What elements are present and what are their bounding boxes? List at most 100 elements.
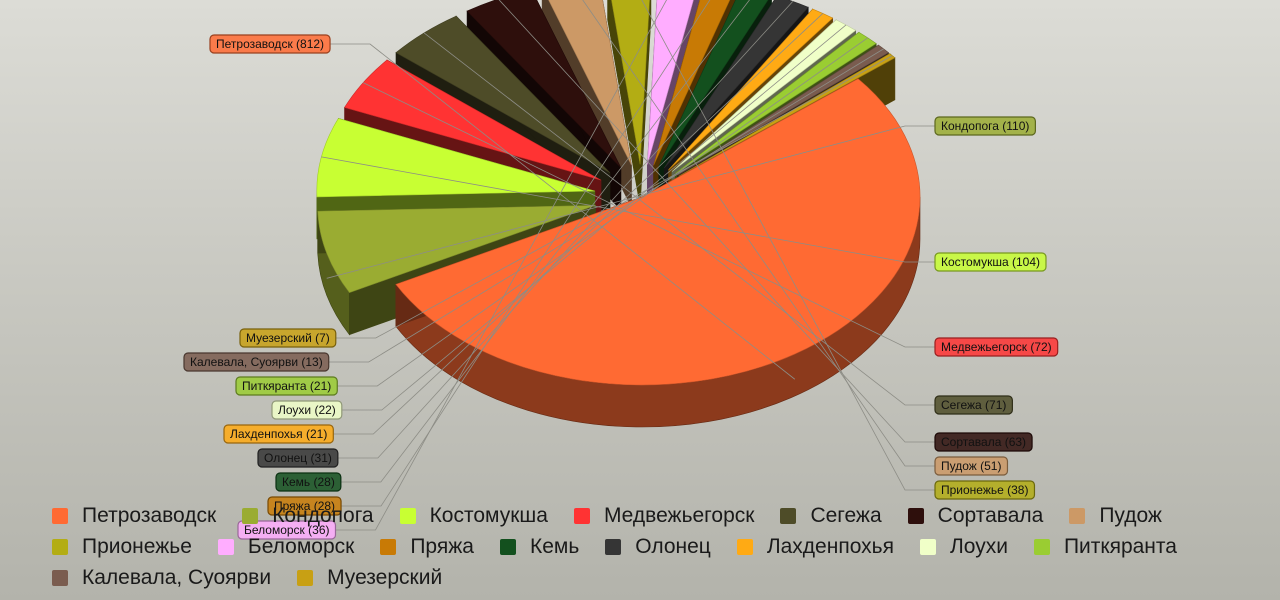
legend-label: Костомукша (429, 503, 548, 527)
legend-label: Кондопога (272, 503, 374, 527)
leader-line (326, 125, 935, 279)
slice-label: Пудож (51) (934, 456, 1009, 476)
slice-label-text: Медвежьегорск (72) (941, 340, 1052, 354)
pie-slice-top (395, 78, 921, 386)
slice-label: Калевала, Суоярви (13) (183, 352, 330, 372)
legend-swatch (1033, 538, 1050, 555)
legend-item: Медвежьегорск (573, 500, 755, 531)
slice-label-box (934, 337, 1059, 357)
legend-item: Сортавала (907, 500, 1044, 531)
pie-slice-top (671, 19, 857, 172)
leader-line (335, 0, 667, 531)
legend-item: Муезерский (297, 562, 442, 593)
pie-slice-top (647, 0, 694, 165)
legend-swatch (907, 507, 924, 524)
slice-label-box (257, 448, 339, 468)
legend-swatch (1069, 507, 1086, 524)
legend-label: Беломорск (247, 534, 355, 558)
slice-label: Беломорск (36) (237, 520, 337, 540)
legend-swatch (780, 507, 797, 524)
slice-label-box (209, 34, 331, 54)
legend-label: Сегежа (810, 503, 882, 527)
slice-label-box (934, 456, 1009, 476)
leader-line (321, 156, 935, 263)
legend-label: Сортавала (937, 503, 1044, 527)
legend-swatch (736, 538, 753, 555)
legend-swatch (52, 538, 68, 555)
slice-label-text: Сортавала (63) (941, 435, 1026, 449)
leader-line (340, 0, 750, 483)
legend-swatch (399, 507, 416, 524)
legend-item: Сегежа (780, 500, 882, 531)
slice-label-text: Пудож (51) (941, 459, 1001, 473)
slice-label-text: Петрозаводск (812) (216, 37, 324, 51)
pie-slice-top (548, 0, 632, 166)
leader-line (337, 1, 794, 459)
legend-label: Пудож (1099, 503, 1162, 527)
slice-label-box (223, 424, 334, 444)
pie-slice-top (658, 0, 769, 167)
leader-line (498, 0, 935, 443)
slice-label-box (934, 116, 1036, 136)
slice-label: Питкяранта (21) (235, 376, 338, 396)
legend-item: Калевала, Суоярви (52, 562, 271, 593)
slice-label: Кондопога (110) (934, 116, 1036, 136)
legend-item: Костомукша (399, 500, 548, 531)
leader-line (341, 24, 847, 411)
slice-label: Сегежа (71) (934, 395, 1013, 415)
slice-label: Кемь (28) (275, 472, 342, 492)
slice-label-text: Лахденпохья (21) (230, 427, 327, 441)
leader-line (333, 13, 824, 435)
legend-label: Олонец (635, 534, 711, 558)
legend-swatch (499, 538, 516, 555)
legend-swatch (297, 569, 314, 586)
slice-label: Петрозаводск (812) (209, 34, 331, 54)
slice-label-text: Костомукша (104) (941, 255, 1040, 269)
pie-slice (607, 0, 652, 207)
legend-swatch (380, 538, 397, 555)
slice-label-text: Калевала, Суоярви (13) (190, 355, 323, 369)
legend-item: Пряжа (380, 531, 474, 562)
slice-label: Олонец (31) (257, 448, 339, 468)
legend-label: Петрозаводск (82, 503, 217, 527)
legend-swatch (52, 507, 68, 524)
pie-slice-top (317, 205, 596, 294)
leader-line (582, 0, 935, 467)
slice-label-box (275, 472, 342, 492)
pie-slice-top (611, 0, 650, 165)
slice-label-text: Пряжа (28) (274, 499, 335, 513)
leader-line (335, 55, 893, 339)
legend-label: Питкяранта (1063, 534, 1177, 558)
legend-label: Кемь (529, 534, 580, 558)
pie-slice-top (653, 0, 731, 166)
legend-item: Лахденпохья (736, 531, 894, 562)
legend-swatch (605, 538, 622, 555)
slice-label: Муезерский (7) (239, 328, 337, 348)
slice-label-text: Прионежье (38) (941, 483, 1028, 497)
legend-label: Пряжа (410, 534, 474, 558)
leader-line (363, 82, 935, 348)
slice-label-box (934, 480, 1036, 500)
legend-item: Лоухи (919, 531, 1008, 562)
legend-item: Олонец (605, 531, 711, 562)
slice-label-text: Сегежа (71) (941, 398, 1006, 412)
legend-swatch (919, 538, 936, 555)
slice-label-box (267, 496, 342, 516)
pie-slice-top (466, 0, 622, 168)
slice-label-box (239, 328, 337, 348)
leader-line (341, 0, 711, 507)
slice-label: Сортавала (63) (934, 432, 1033, 452)
slice-label-box (934, 395, 1013, 415)
legend-swatch (242, 507, 259, 524)
legend-label: Лоухи (949, 534, 1008, 558)
legend-label: Медвежьегорск (603, 503, 755, 527)
slice-label-text: Муезерский (7) (246, 331, 330, 345)
legend-item: Беломорск (217, 531, 355, 562)
slice-label-text: Питкяранта (21) (242, 379, 331, 393)
slice-label: Костомукша (104) (934, 252, 1047, 272)
slice-label: Медвежьегорск (72) (934, 337, 1059, 357)
leader-line (330, 43, 796, 380)
legend-swatch (52, 569, 68, 586)
